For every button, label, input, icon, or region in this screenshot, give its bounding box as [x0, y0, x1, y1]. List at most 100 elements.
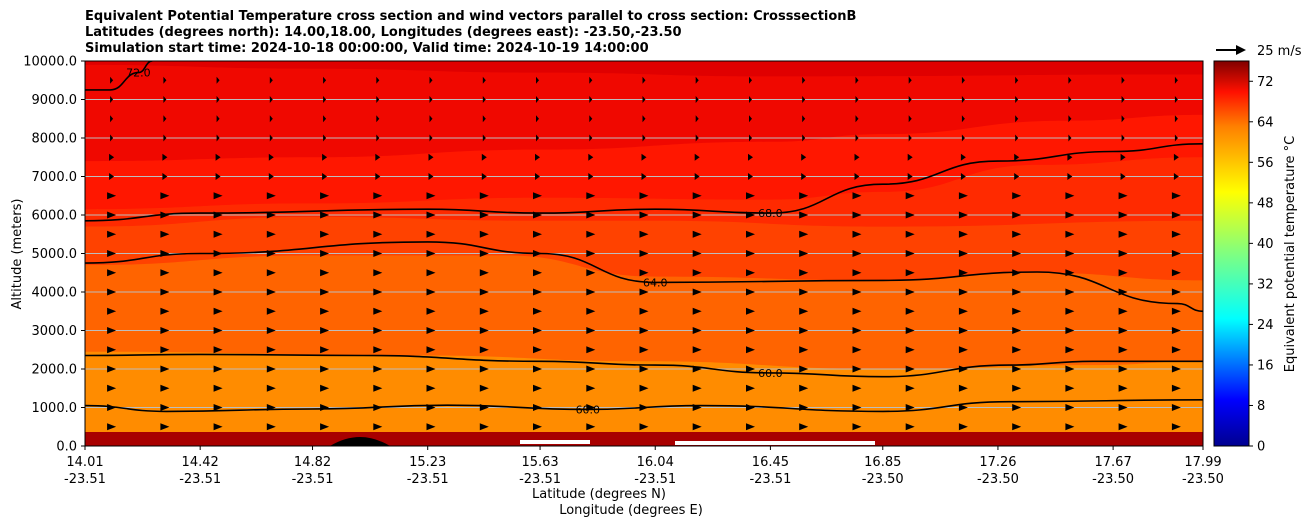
wind-vector	[1120, 173, 1126, 180]
wind-vector	[160, 211, 170, 219]
wind-vector	[746, 192, 755, 200]
wind-vector	[269, 96, 273, 103]
wind-vector	[1012, 230, 1022, 238]
colorbar-label: Equivalent potential temperature °C	[1283, 136, 1298, 372]
wind-vector	[1174, 96, 1178, 103]
wind-vector	[958, 269, 968, 277]
wind-vector	[692, 250, 702, 257]
wind-vector	[107, 384, 117, 392]
y-tick-label: 8000.0	[32, 132, 78, 147]
wind-vector	[269, 76, 273, 84]
wind-vector	[479, 250, 489, 257]
wind-vector	[269, 134, 273, 142]
ground-terrain	[85, 432, 1203, 446]
wind-vector	[1118, 404, 1128, 411]
wind-vector	[320, 269, 330, 277]
wind-vector	[479, 365, 489, 373]
wind-vector	[426, 288, 436, 296]
wind-vector	[1067, 173, 1073, 180]
wind-vector	[533, 327, 542, 334]
wind-vector	[802, 115, 806, 123]
wind-vector	[1174, 134, 1178, 142]
wind-vector	[110, 76, 114, 84]
wind-vector	[692, 384, 702, 392]
wind-vector	[1173, 153, 1179, 161]
wind-vector	[536, 115, 539, 123]
wind-vector	[1121, 76, 1125, 84]
wind-vector	[1121, 96, 1125, 103]
wind-vector	[426, 423, 436, 431]
wind-vector	[801, 153, 807, 161]
wind-vector	[1171, 384, 1181, 392]
wind-vector	[1171, 307, 1181, 315]
wind-vector	[1171, 288, 1181, 296]
x-tick-label-lon: -23.50	[977, 472, 1019, 487]
wind-vector	[749, 115, 752, 123]
wind-vector	[479, 423, 489, 431]
wind-vector	[905, 404, 915, 411]
contour-label: 68.0	[758, 207, 783, 220]
wind-vector	[533, 365, 542, 373]
wind-vector	[749, 76, 752, 84]
colorbar-tick-label: 24	[1257, 318, 1274, 333]
wind-vector	[748, 173, 753, 180]
wind-vector	[746, 384, 755, 392]
wind-vector	[586, 365, 596, 373]
wind-vector	[266, 307, 276, 315]
x-tick-label-lon: -23.51	[407, 472, 449, 487]
wind-vector	[855, 115, 859, 123]
wind-vector	[589, 76, 593, 84]
wind-vector	[907, 153, 913, 161]
wind-vector	[373, 250, 383, 257]
wind-vector	[905, 230, 915, 238]
wind-vector	[855, 134, 859, 142]
wind-vector	[266, 250, 276, 257]
x-tick-label-lat: 15.63	[521, 455, 558, 470]
wind-vector	[373, 307, 383, 315]
wind-vector	[852, 288, 862, 296]
wind-vector	[692, 365, 702, 373]
wind-vector	[586, 288, 596, 296]
wind-vector	[107, 327, 117, 334]
wind-vector	[958, 288, 968, 296]
wind-vector	[479, 327, 489, 334]
wind-vector	[960, 153, 966, 161]
wind-vector	[266, 230, 276, 238]
wind-vector	[266, 327, 276, 334]
wind-vector	[905, 307, 915, 315]
wind-vector	[639, 250, 649, 257]
wind-vector	[746, 365, 755, 373]
wind-vector	[320, 250, 330, 257]
wind-vector	[586, 327, 596, 334]
wind-vector	[1012, 307, 1022, 315]
wind-vector	[639, 230, 649, 238]
wind-vector	[1065, 307, 1075, 315]
wind-vector	[852, 250, 862, 257]
wind-vector	[1121, 134, 1125, 142]
wind-vector	[1012, 365, 1022, 373]
wind-vector	[746, 404, 755, 411]
wind-vector	[958, 250, 968, 257]
plot-area: 60.060.064.068.072.0	[84, 60, 1204, 447]
wind-vector	[323, 134, 327, 142]
wind-vector	[802, 76, 806, 84]
x-tick-label-lon: -23.50	[862, 472, 904, 487]
wind-vector	[426, 346, 436, 354]
wind-vector	[692, 404, 702, 411]
x-tick-label-lon: -23.51	[64, 472, 106, 487]
wind-vector	[320, 307, 330, 315]
wind-vector	[586, 192, 596, 200]
x-tick-label-lon: -23.51	[519, 472, 561, 487]
wind-vector	[746, 307, 755, 315]
wind-vector	[426, 211, 436, 219]
wind-vector	[908, 115, 912, 123]
wind-vector	[426, 307, 436, 315]
wind-vector	[429, 115, 433, 123]
wind-vector	[376, 115, 380, 123]
wind-vector	[1120, 153, 1126, 161]
wind-vector	[216, 76, 220, 84]
wind-vector	[428, 153, 434, 161]
wind-vector	[958, 307, 968, 315]
wind-vector	[1065, 423, 1075, 431]
wind-vector	[692, 269, 702, 277]
